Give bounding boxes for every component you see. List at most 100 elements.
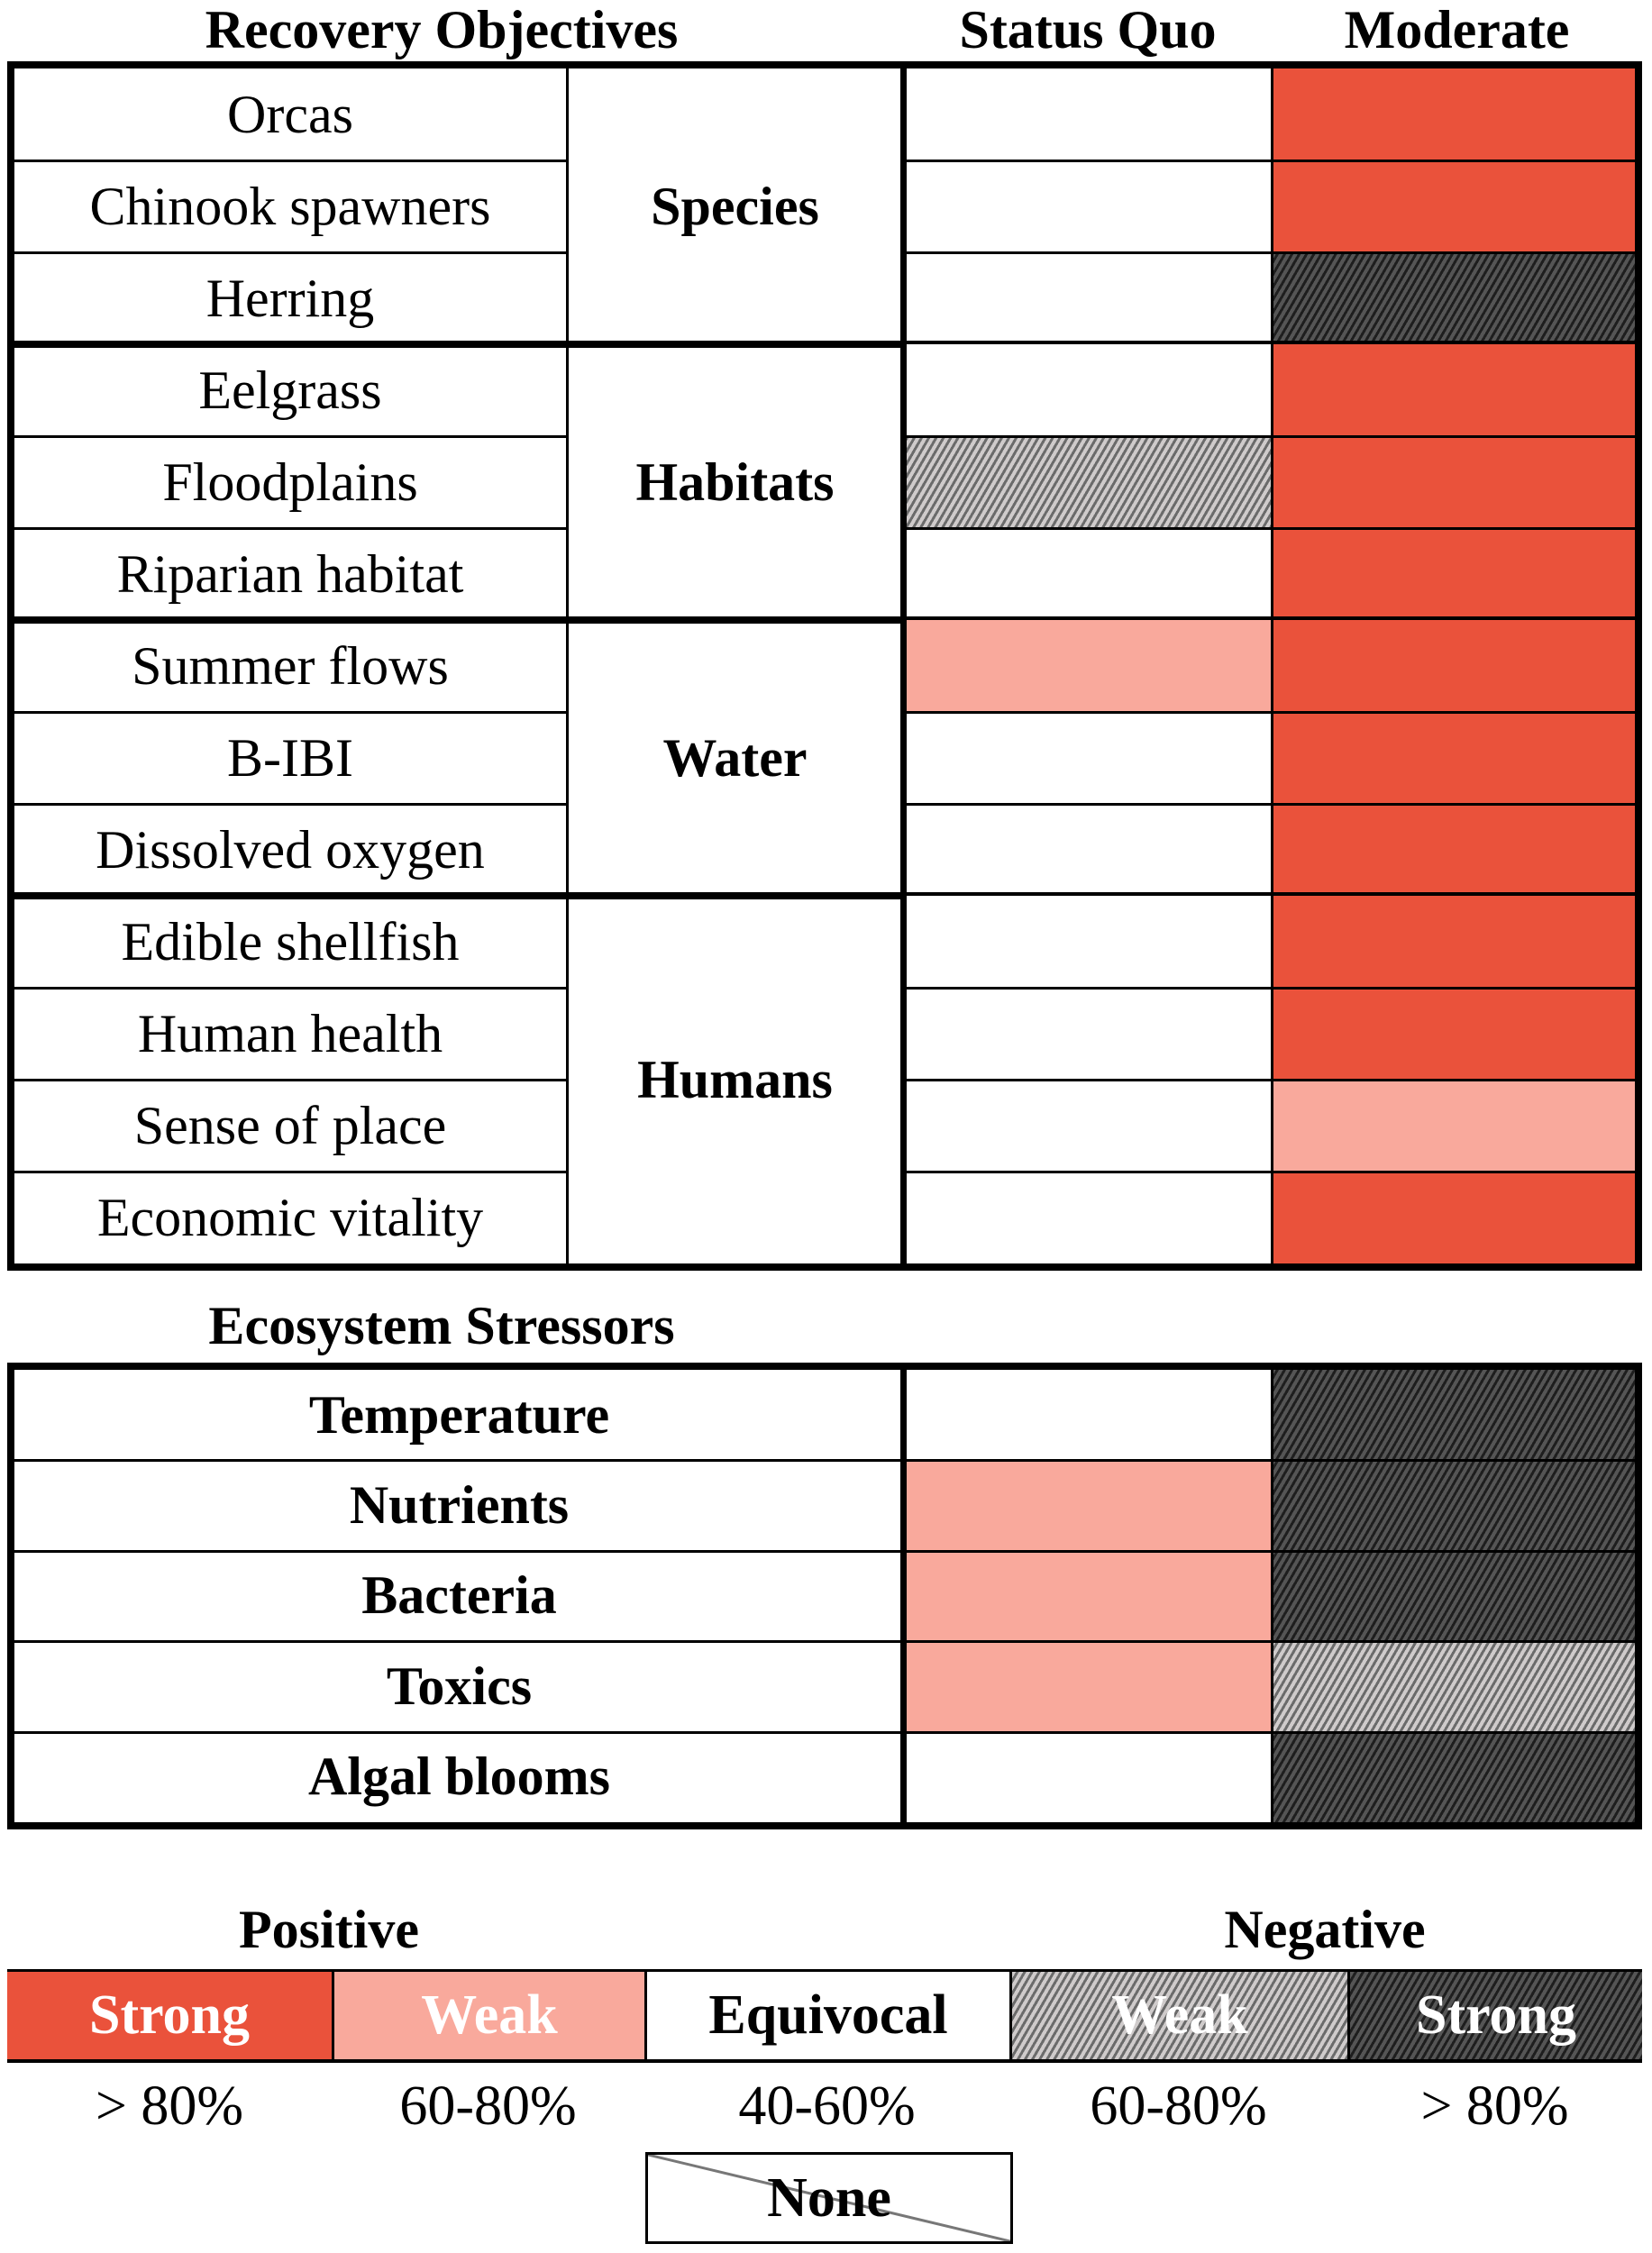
col-divider bbox=[566, 68, 569, 1263]
legend-bar: Strong Weak Equivocal Weak Strong bbox=[7, 1969, 1642, 2063]
row-divider bbox=[14, 1549, 1635, 1553]
status-quo-cell bbox=[904, 1550, 1272, 1642]
status-quo-cell bbox=[904, 804, 1272, 896]
col-divider bbox=[900, 1370, 907, 1822]
row-divider bbox=[14, 1079, 566, 1081]
moderate-cell bbox=[1272, 1460, 1635, 1551]
stressor-label: Toxics bbox=[386, 1656, 533, 1716]
row-divider bbox=[14, 251, 566, 254]
status-quo-cell bbox=[904, 68, 1272, 160]
recovery-objectives-table: Species Orcas Chinook spawners Herring Habit… bbox=[7, 61, 1642, 1271]
row-divider bbox=[14, 987, 566, 990]
recovery-objectives-header: Recovery Objectives bbox=[205, 0, 679, 59]
moderate-cell bbox=[1272, 68, 1635, 160]
status-quo-cell bbox=[904, 1172, 1272, 1263]
status-quo-cell bbox=[904, 1370, 1272, 1461]
legend-label: Weak bbox=[1111, 1984, 1248, 2046]
moderate-cell bbox=[1272, 988, 1635, 1080]
row-divider bbox=[14, 160, 566, 162]
status-quo-cell bbox=[904, 988, 1272, 1080]
row-divider bbox=[14, 803, 566, 806]
row-divider bbox=[904, 711, 1635, 714]
legend-swatch-strong-negative: Strong bbox=[1347, 1972, 1642, 2059]
moderate-cell bbox=[1272, 1080, 1635, 1172]
moderate-cell bbox=[1272, 1550, 1635, 1642]
legend-negative-label: Negative bbox=[1224, 1900, 1426, 1959]
status-quo-cell bbox=[904, 1731, 1272, 1822]
legend-label: Weak bbox=[421, 1984, 558, 2046]
status-quo-cell bbox=[904, 896, 1272, 988]
moderate-cell bbox=[1272, 712, 1635, 804]
legend-label: Equivocal bbox=[708, 1984, 948, 2046]
moderate-cell bbox=[1272, 1172, 1635, 1263]
none-strike-icon bbox=[648, 2155, 1010, 2241]
legend-range: > 80% bbox=[1420, 2075, 1569, 2137]
legend-swatch-strong-positive: Strong bbox=[7, 1972, 332, 2059]
ecosystem-stressors-header: Ecosystem Stressors bbox=[208, 1296, 675, 1355]
objective-label: Human health bbox=[137, 1003, 443, 1063]
row-divider bbox=[904, 251, 1635, 254]
legend-swatch-weak-negative: Weak bbox=[1009, 1972, 1347, 2059]
status-quo-cell bbox=[904, 436, 1272, 528]
stressor-label: Bacteria bbox=[361, 1565, 557, 1626]
legend-label: Strong bbox=[88, 1984, 250, 2046]
objective-label: Economic vitality bbox=[96, 1187, 484, 1247]
row-divider bbox=[14, 1459, 1635, 1463]
legend-range: > 80% bbox=[95, 2075, 244, 2137]
status-quo-cell bbox=[904, 712, 1272, 804]
status-quo-cell bbox=[904, 620, 1272, 712]
objective-label: Edible shellfish bbox=[121, 911, 460, 971]
moderate-cell bbox=[1272, 436, 1635, 528]
objective-label: Orcas bbox=[227, 84, 353, 144]
legend-positive-label: Positive bbox=[239, 1900, 419, 1959]
row-divider bbox=[14, 1730, 1635, 1734]
col-divider bbox=[1271, 1370, 1273, 1822]
stressor-label: Algal blooms bbox=[307, 1747, 611, 1807]
group-divider bbox=[14, 892, 1635, 899]
moderate-cell bbox=[1272, 620, 1635, 712]
group-label-humans: Humans bbox=[637, 1049, 833, 1109]
legend-swatch-equivocal: Equivocal bbox=[644, 1972, 1009, 2059]
row-divider bbox=[14, 711, 566, 714]
moderate-cell bbox=[1272, 1731, 1635, 1822]
moderate-cell bbox=[1272, 1370, 1635, 1461]
status-quo-cell bbox=[904, 344, 1272, 436]
legend-range: 60-80% bbox=[399, 2075, 577, 2137]
objective-label: Floodplains bbox=[162, 452, 418, 512]
status-quo-cell bbox=[904, 1080, 1272, 1172]
moderate-cell bbox=[1272, 896, 1635, 988]
moderate-cell bbox=[1272, 528, 1635, 620]
legend-none-box: None bbox=[645, 2152, 1013, 2244]
moderate-cell bbox=[1272, 160, 1635, 252]
objective-label: Herring bbox=[205, 268, 375, 328]
group-label-water: Water bbox=[662, 727, 808, 788]
moderate-cell bbox=[1272, 1641, 1635, 1732]
moderate-cell bbox=[1272, 804, 1635, 896]
row-divider bbox=[904, 987, 1635, 990]
col-divider bbox=[1271, 68, 1273, 1263]
status-quo-cell bbox=[904, 1641, 1272, 1732]
row-divider bbox=[14, 527, 566, 530]
status-quo-cell bbox=[904, 252, 1272, 344]
objective-label: B-IBI bbox=[227, 727, 353, 788]
status-quo-cell bbox=[904, 528, 1272, 620]
row-divider bbox=[14, 1171, 566, 1173]
status-quo-header: Status Quo bbox=[959, 0, 1217, 59]
row-divider bbox=[904, 1171, 1635, 1173]
moderate-cell bbox=[1272, 344, 1635, 436]
row-divider bbox=[14, 435, 566, 438]
objective-label: Sense of place bbox=[133, 1095, 447, 1155]
col-divider bbox=[900, 68, 907, 1263]
stressor-label: Temperature bbox=[308, 1384, 610, 1445]
moderate-header: Moderate bbox=[1344, 0, 1570, 59]
objective-label: Dissolved oxygen bbox=[96, 819, 485, 880]
legend-label: Strong bbox=[1415, 1984, 1576, 2046]
legend-none-label: None bbox=[767, 2166, 891, 2229]
group-label-habitats: Habitats bbox=[635, 452, 835, 512]
legend-swatch-weak-positive: Weak bbox=[332, 1972, 644, 2059]
group-divider bbox=[14, 341, 1635, 348]
objective-label: Chinook spawners bbox=[89, 176, 491, 236]
row-divider bbox=[904, 1079, 1635, 1081]
moderate-cell bbox=[1272, 252, 1635, 344]
legend-range: 60-80% bbox=[1090, 2075, 1267, 2137]
